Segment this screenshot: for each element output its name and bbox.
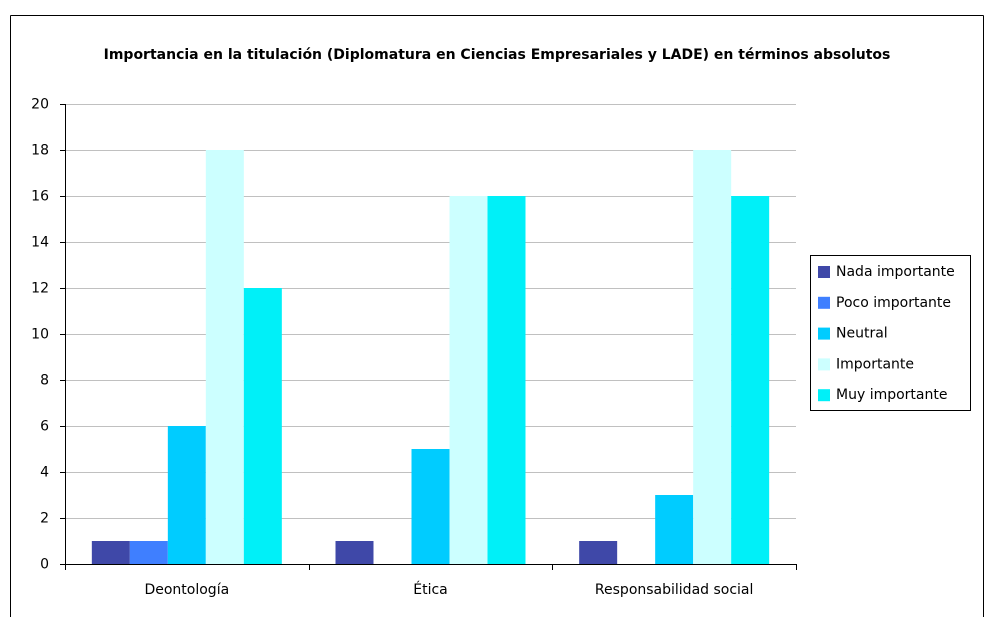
y-tick-label: 6 <box>40 419 49 435</box>
legend-label: Poco importante <box>836 295 951 311</box>
y-tick-label: 4 <box>40 465 49 481</box>
y-tick-label: 14 <box>31 235 49 251</box>
y-tick-label: 0 <box>40 557 49 573</box>
x-tick-label: Responsabilidad social <box>595 582 753 598</box>
bar <box>487 196 526 564</box>
legend-swatch <box>818 389 830 402</box>
bar <box>579 541 618 564</box>
bar <box>411 449 450 564</box>
legend-label: Muy importante <box>836 387 947 403</box>
legend <box>810 255 971 411</box>
bar <box>655 495 694 564</box>
y-tick-label: 18 <box>31 143 49 159</box>
x-tick-label: Deontología <box>144 582 229 598</box>
bar <box>243 288 282 564</box>
legend-swatch <box>818 296 830 309</box>
legend-label: Nada importante <box>836 264 955 280</box>
legend-swatch <box>818 266 830 278</box>
bar <box>129 541 168 564</box>
y-tick-label: 20 <box>31 97 49 113</box>
y-tick-label: 12 <box>31 281 49 297</box>
x-tick-label: Ética <box>413 581 448 598</box>
y-tick-label: 2 <box>40 511 49 527</box>
y-tick-label: 10 <box>31 327 49 343</box>
legend-label: Importante <box>836 356 914 372</box>
y-tick-label: 8 <box>40 373 49 389</box>
legend-swatch <box>818 358 830 371</box>
bar <box>731 196 770 564</box>
bar <box>693 150 732 564</box>
y-tick-label: 16 <box>31 189 49 205</box>
bar <box>335 541 374 564</box>
chart-title: Importancia en la titulación (Diplomatur… <box>104 47 891 63</box>
bar <box>205 150 244 564</box>
legend-swatch <box>818 327 830 340</box>
bar <box>167 426 206 564</box>
legend-label: Neutral <box>836 326 888 342</box>
bar <box>449 196 488 564</box>
bar <box>91 541 130 564</box>
